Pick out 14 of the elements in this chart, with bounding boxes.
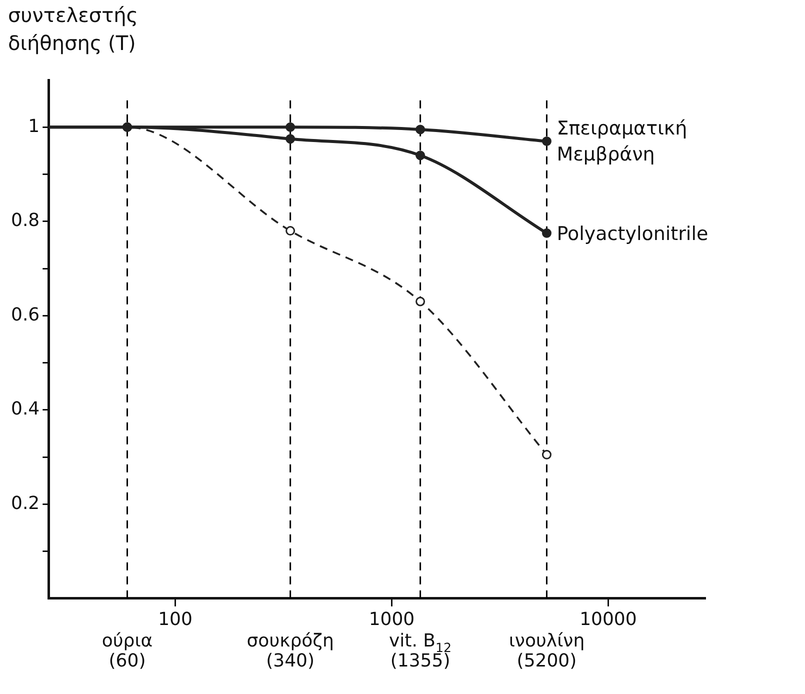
y-tick-label: 1	[28, 116, 40, 137]
x-tick-label: 1000	[368, 608, 415, 630]
y-tick-label: 0.8	[10, 210, 40, 232]
y-tick-label: 0.2	[10, 492, 40, 514]
ref-line-label: ινουλίνη (5200)	[508, 630, 585, 672]
ref-line-label: σουκρόζη (340)	[246, 630, 334, 672]
series-label: Polyactylonitrile	[556, 223, 708, 246]
series-label: Σπειραματική Μεμβράνη	[556, 117, 688, 166]
x-tick-label: 10000	[580, 608, 637, 630]
ref-line-label: ούρια (60)	[102, 630, 153, 672]
x-tick-label: 100	[158, 608, 192, 630]
y-tick-label: 0.6	[10, 304, 40, 326]
y-axis-title: συντελεστής διήθησης (T)	[8, 3, 138, 55]
y-tick-label: 0.4	[10, 398, 40, 420]
